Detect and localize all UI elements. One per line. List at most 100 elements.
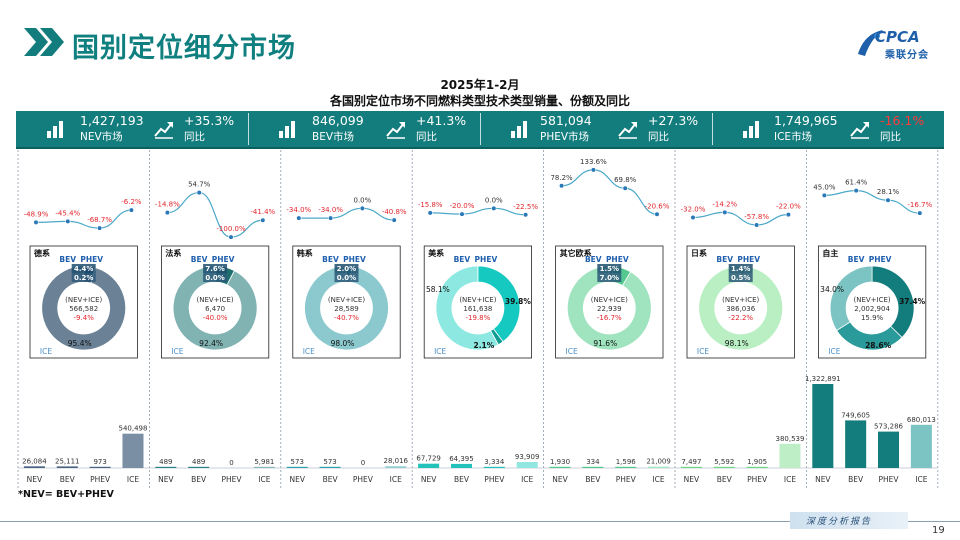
chart-title-line2: 各国别定位市场不同燃料类型技术类型销量、份额及同比 — [329, 94, 630, 108]
bar-value-label: 64,395 — [449, 455, 474, 463]
kpi-separator — [248, 113, 249, 145]
bar-ice — [253, 466, 275, 468]
panel-1: -14.8% 54.7% -100.0% -41.4% 法系 (NEV+ICE)6,470… — [155, 181, 276, 484]
share-tag-bg — [203, 264, 228, 273]
yoy-point — [654, 211, 660, 217]
bar-value-label: 7,497 — [681, 458, 701, 466]
logo-text: CPCA — [875, 28, 920, 46]
yoy-point — [522, 212, 529, 218]
bar-chart-icon — [279, 121, 295, 138]
bar-phev — [878, 431, 900, 468]
donut-share-label: 2.1% — [473, 341, 494, 350]
yoy-line — [298, 207, 395, 221]
footer-ribbon — [790, 512, 908, 529]
donut-slice-ice — [829, 265, 873, 332]
bar-bev — [450, 463, 472, 468]
yoy-point — [785, 212, 792, 218]
bar-ice — [516, 462, 538, 468]
donut-series-label: BEV — [716, 255, 733, 264]
cpca-logo: CPCA 乘联分会 — [855, 28, 939, 62]
donut-center-yoy: -22.2% — [728, 314, 753, 322]
yoy-label: -48.9% — [24, 210, 49, 218]
bar-chart-icon — [743, 121, 759, 138]
yoy-label: -100.0% — [216, 225, 246, 233]
donut-share-label: 91.6% — [593, 339, 617, 348]
donut-series-label: BEV — [322, 255, 339, 264]
yoy-point — [196, 189, 202, 196]
kpi-nev-yoy-label: 同比 — [184, 131, 205, 143]
kpi-ice-value: 1,749,965 — [774, 113, 838, 128]
bar-value-label: 973 — [93, 458, 106, 466]
donut-share-label: 98.0% — [331, 339, 355, 348]
donut-series-label: PHEV — [475, 255, 498, 264]
yoy-label: 69.8% — [614, 176, 637, 184]
category-label: BEV — [323, 475, 339, 484]
kpi-ice-label: ICE市场 — [774, 131, 813, 143]
bar-bev — [56, 466, 78, 468]
kpi-ice: 1,749,965 ICE市场 -16.1% 同比 — [712, 111, 944, 147]
bar-value-label: 1,596 — [616, 458, 637, 466]
kpi-phev-value: 581,094 — [540, 113, 592, 128]
donut-series-label: ICE — [697, 347, 709, 356]
yoy-point — [65, 218, 71, 224]
category-label: NEV — [815, 475, 831, 484]
donut-share-label: 92.4% — [199, 339, 223, 348]
bar-nev — [23, 466, 45, 468]
donut-share-label: 28.6% — [865, 341, 892, 350]
category-label: ICE — [521, 475, 533, 484]
bar-value-label: 573,286 — [874, 423, 903, 431]
category-label: ICE — [915, 475, 927, 484]
bar-value-label: 25,111 — [55, 457, 80, 465]
category-label: NEV — [421, 475, 437, 484]
donut-center-label: (NEV+ICE) — [591, 296, 628, 304]
yoy-point — [296, 215, 302, 221]
panel-name: 德系 — [34, 248, 50, 258]
donut-share-label: 0.5% — [731, 274, 750, 282]
bar-value-label: 5,592 — [714, 458, 734, 466]
donut-center-yoy: -40.7% — [334, 314, 359, 322]
donut-series-label: ICE — [303, 347, 315, 356]
donut-series-label: PHEV — [737, 255, 760, 264]
yoy-label: 54.7% — [188, 181, 211, 189]
category-label: NEV — [289, 475, 305, 484]
yoy-point — [33, 219, 39, 226]
yoy-label: -34.0% — [286, 206, 311, 214]
trend-up-icon — [154, 122, 173, 139]
donut-center-yoy: 15.9% — [861, 314, 884, 322]
panel-name: 韩系 — [297, 248, 313, 258]
bar-phev — [483, 466, 505, 468]
bar-bev — [845, 420, 867, 468]
category-label: NEV — [684, 475, 700, 484]
bar-nev — [812, 384, 834, 468]
kpi-phev-yoy: +27.3% — [648, 113, 699, 128]
double-chevron-icon — [24, 28, 64, 56]
donut-center-label: (NEV+ICE) — [722, 296, 759, 304]
donut-share-label: 0.0% — [337, 274, 356, 282]
category-label: BEV — [454, 475, 470, 484]
yoy-label: 28.1% — [877, 188, 900, 196]
share-tag-bg — [728, 273, 753, 282]
bar-value-label: 0 — [229, 459, 233, 467]
donut-slice-ice — [172, 265, 258, 351]
bar-value-label: 93,909 — [515, 453, 540, 461]
footnote: *NEV= BEV+PHEV — [18, 489, 114, 500]
category-label: NEV — [27, 475, 43, 484]
kpi-phev-label: PHEV市场 — [540, 131, 590, 143]
bar-nev — [155, 466, 177, 468]
donut-series-label: ICE — [171, 347, 183, 356]
yoy-label: -45.4% — [55, 209, 80, 217]
panel-3: -15.8% -20.0% 0.0% -22.5% 美系 (NEV+ICE)161,638… — [416, 196, 539, 484]
category-label: ICE — [652, 475, 664, 484]
kpi-ice-yoy-label: 同比 — [880, 131, 901, 143]
bar-value-label: 5,981 — [254, 458, 274, 466]
yoy-point — [359, 205, 366, 211]
yoy-point — [260, 217, 266, 223]
swoosh-icon — [858, 30, 883, 56]
bar-nev — [549, 466, 571, 468]
kpi-bev-value: 846,099 — [312, 113, 364, 128]
yoy-label: -16.7% — [907, 201, 932, 209]
yoy-label: -41.4% — [250, 208, 275, 216]
donut-slice-ice — [435, 265, 499, 351]
bar-nev — [286, 466, 308, 468]
